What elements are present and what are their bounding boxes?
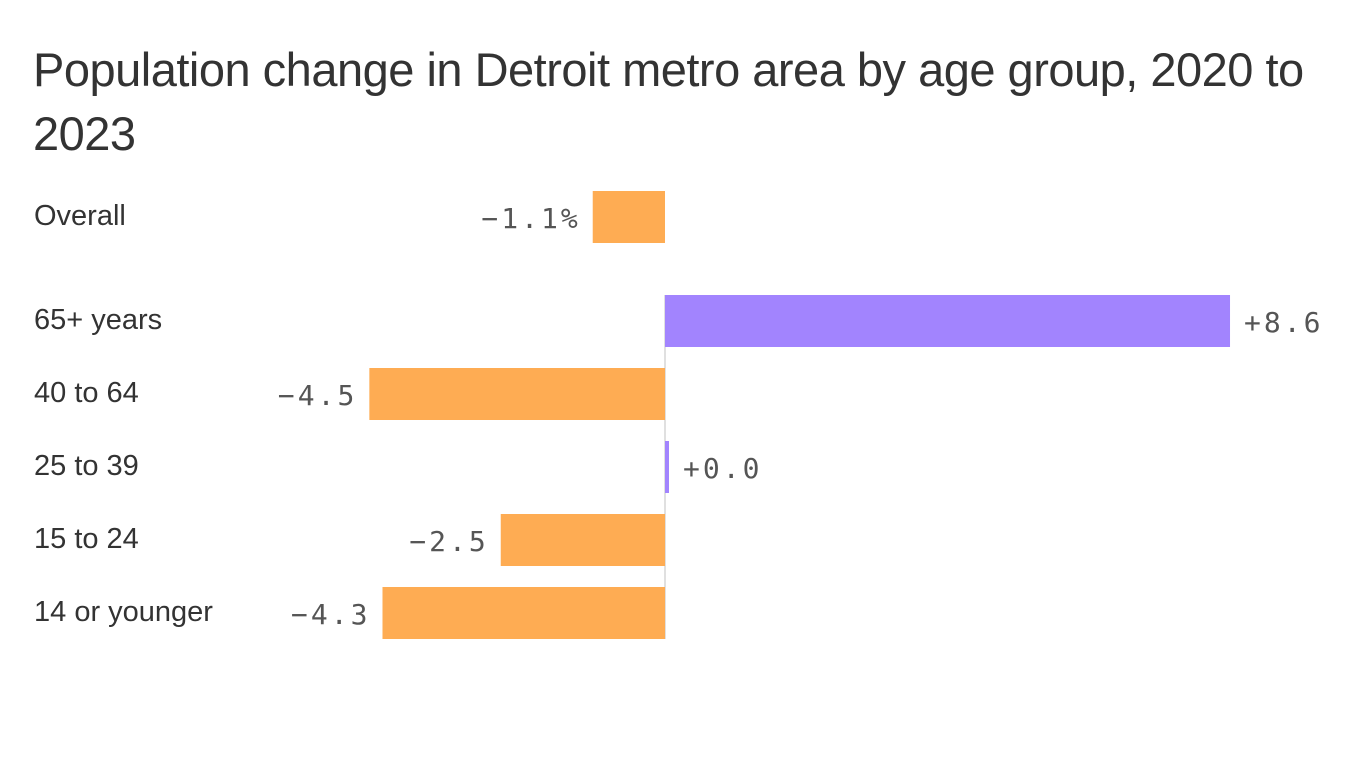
category-label: 14 or younger [34, 596, 213, 628]
bar [500, 514, 665, 566]
category-label: 25 to 39 [34, 450, 139, 482]
data-label: +8.6 [1244, 306, 1323, 339]
category-label: 40 to 64 [34, 377, 139, 409]
category-label: 15 to 24 [34, 523, 139, 555]
bar [369, 368, 665, 420]
data-label: −4.3 [291, 598, 370, 631]
data-label: −1.1% [481, 202, 580, 235]
data-label: +0.0 [683, 452, 762, 485]
bar [665, 441, 669, 493]
data-label: −4.5 [278, 379, 357, 412]
data-label: −2.5 [409, 525, 488, 558]
category-label: Overall [34, 200, 126, 232]
bar [592, 191, 665, 243]
chart-title: Population change in Detroit metro area … [33, 43, 1304, 160]
category-label: 65+ years [34, 304, 162, 336]
bar [665, 295, 1231, 347]
bar [382, 587, 665, 639]
